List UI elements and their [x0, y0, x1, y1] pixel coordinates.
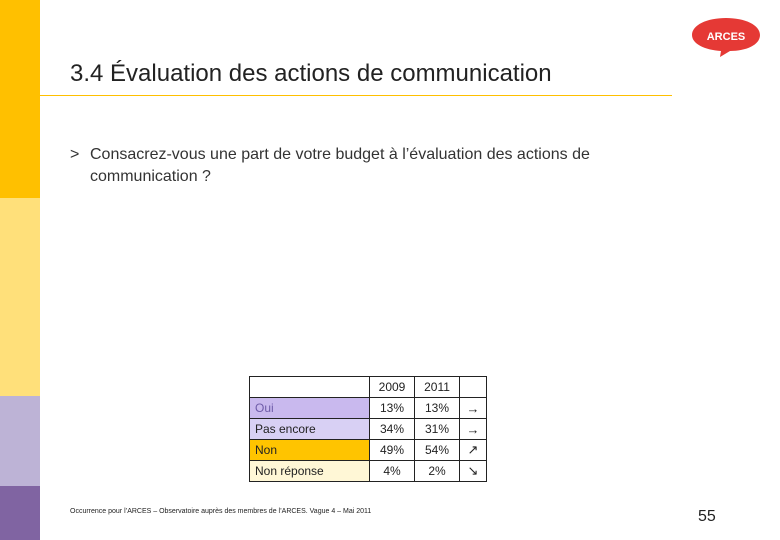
question-text: Consacrez-vous une part de votre budget …	[90, 146, 590, 185]
column-header-trend	[459, 376, 487, 398]
header-blank-cell	[249, 376, 370, 398]
arrow-right-icon: →	[459, 397, 487, 419]
row-label: Oui	[249, 397, 370, 419]
value-2009: 13%	[369, 397, 415, 419]
row-label: Non	[249, 439, 370, 461]
value-2011: 54%	[414, 439, 460, 461]
table-row-oui: Oui 13% 13% →	[249, 397, 487, 419]
arrow-down-right-icon: ↘	[459, 460, 487, 482]
arrow-up-right-icon: ↗	[459, 439, 487, 461]
stripe-segment-light-yellow	[0, 198, 40, 396]
table-row-non: Non 49% 54% ↗	[249, 439, 487, 461]
slide-title: 3.4 Évaluation des actions de communicat…	[70, 60, 552, 87]
table-header-row: 2009 2011	[249, 376, 487, 398]
stripe-segment-purple	[0, 486, 40, 540]
column-header-2011: 2011	[414, 376, 460, 398]
value-2011: 2%	[414, 460, 460, 482]
stripe-segment-lavender	[0, 396, 40, 486]
value-2009: 49%	[369, 439, 415, 461]
arces-logo-icon: ARCES	[692, 18, 760, 57]
table-row-pas-encore: Pas encore 34% 31% →	[249, 418, 487, 440]
left-color-stripe	[0, 0, 40, 540]
value-2009: 4%	[369, 460, 415, 482]
value-2009: 34%	[369, 418, 415, 440]
value-2011: 13%	[414, 397, 460, 419]
results-table: 2009 2011 Oui 13% 13% → Pas encore 34% 3…	[249, 376, 487, 482]
row-label: Pas encore	[249, 418, 370, 440]
value-2011: 31%	[414, 418, 460, 440]
page-number: 55	[698, 508, 716, 525]
title-underline	[40, 95, 672, 96]
logo-text: ARCES	[707, 31, 746, 43]
arrow-right-icon: →	[459, 418, 487, 440]
question-block: > Consacrez-vous une part de votre budge…	[70, 144, 690, 188]
bullet-chevron-icon: >	[70, 146, 80, 163]
row-label: Non réponse	[249, 460, 370, 482]
arces-logo: ARCES	[690, 16, 762, 58]
stripe-segment-yellow	[0, 0, 40, 198]
source-note: Occurrence pour l’ARCES – Observatoire a…	[70, 508, 372, 515]
column-header-2009: 2009	[369, 376, 415, 398]
table-row-non-reponse: Non réponse 4% 2% ↘	[249, 460, 487, 482]
